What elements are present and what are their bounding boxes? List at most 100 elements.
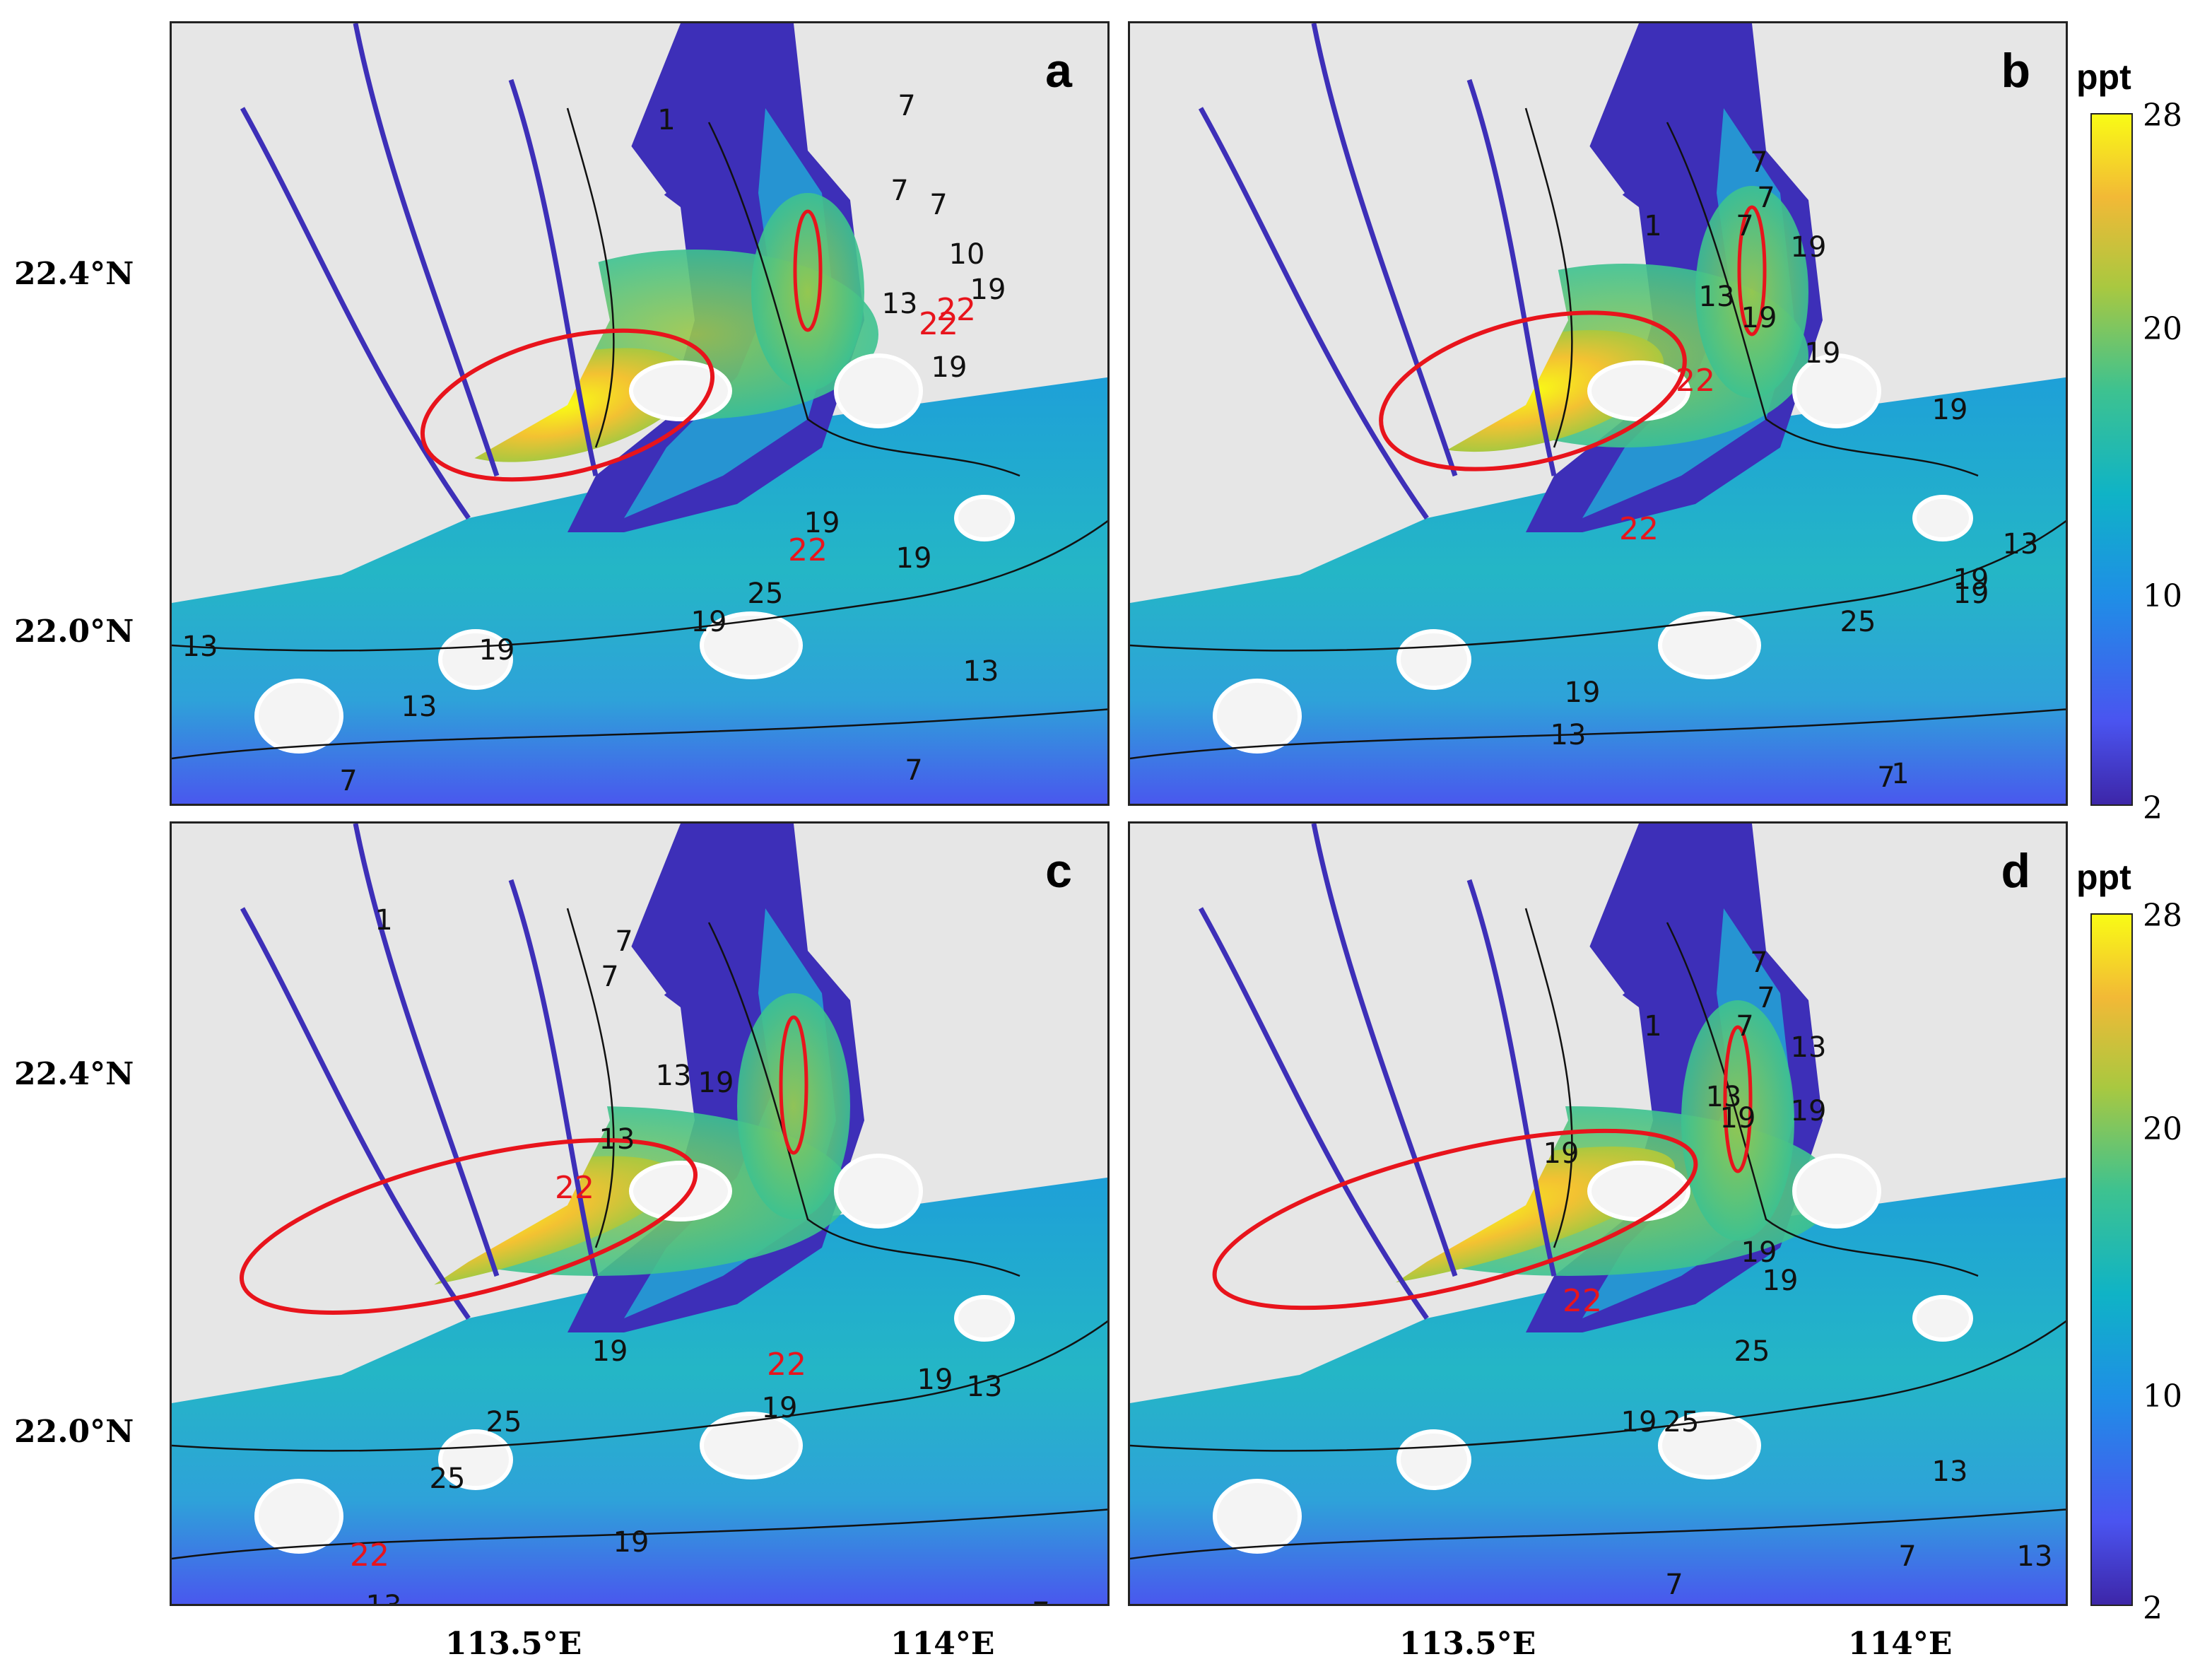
contour-line [172,1508,1107,1560]
map-panel-d: 1 7 7 7 13 13 19 19 19 19 25 25 19 19 13 13 7 7 22 d [1128,821,2068,1606]
contour-line [566,107,615,448]
contour-line [1130,520,2066,652]
contour-label-red: 22 [919,306,958,342]
colorbar-bottom: 28 20 10 2 [2090,898,2182,1627]
land-northeast [864,824,1107,1163]
contour-22-line [1212,1128,1698,1311]
contour-label: 19 [613,1526,649,1559]
contour-label: 1 [1891,758,1909,790]
island-patch [1912,495,1973,541]
island-patch [254,679,343,754]
colorbar-tick-10-b: 10 [2143,1378,2182,1414]
contour-label: 19 [1763,1265,1799,1297]
contour-label: 13 [963,655,999,688]
contour-label: 7 [1757,982,1775,1014]
contour-label: 13 [366,1590,402,1606]
contour-label: 25 [1664,1406,1700,1438]
contour-label: 19 [1791,1095,1827,1127]
river-channel [353,824,500,1277]
contour-22-line [1737,205,1767,336]
contour-label: 7 [1032,1597,1049,1606]
contour-label: 13 [599,1123,635,1156]
island-patch [1912,1295,1973,1342]
colorbar-unit-top: ppt [2076,57,2131,97]
map-panel-c: 177131913191919252519131377222222 c [170,821,1110,1606]
contour-label: 13 [1706,1081,1742,1113]
contour-label: 7 [1877,761,1895,794]
contour-label-red: 22 [788,532,828,568]
contour-label: 7 [1736,210,1753,242]
lat-label-22-0-bottom: 22.0°N [14,1414,134,1450]
contour-label: 7 [890,175,908,207]
island-patch [254,1479,343,1554]
contour-label: 19 [592,1335,628,1368]
contour-22-line [793,209,823,332]
river-channel [1311,23,1458,477]
contour-line [172,1320,1107,1452]
contour-label: 7 [1750,146,1767,179]
contour-line [1130,1320,2066,1452]
island-patch [834,1154,923,1229]
colorbar-tick-2-b: 2 [2143,1590,2163,1627]
land-northeast [1823,23,2066,363]
contour-label: 25 [1734,1335,1770,1368]
contour-label: 13 [2017,1540,2053,1573]
contour-label: 19 [1565,676,1601,709]
map-panel-a: 1 7 7 7 10 19 13 19 19 19 25 19 19 13 13 13 7 7 22 22 22 a [170,21,1110,806]
colorbar-unit-bottom: ppt [2076,857,2131,897]
contour-label: 25 [486,1406,522,1438]
river-channel [240,107,471,520]
contour-line [1524,107,1573,448]
contour-line [172,520,1107,652]
lon-label-114-left: 114°E [890,1626,995,1662]
island-patch [1213,679,1302,754]
contour-label: 19 [1953,563,1989,596]
contour-label-red: 22 [767,1347,806,1383]
map-panel-b: 1 7 7 7 19 13 19 19 19 19 25 19 19 13 13 7 1 22 22 b [1128,21,2068,806]
panel-letter-a: a [1045,44,1072,98]
contour-label-red: 22 [936,292,976,328]
island-patch [954,495,1015,541]
lat-label-22-4-bottom: 22.4°N [14,1056,134,1092]
contour-label: 7 [929,189,947,221]
river-channel [1466,879,1557,1277]
island-patch [1792,353,1881,428]
contour-line [172,708,1107,760]
contour-label: 25 [430,1463,466,1495]
contour-label: 1 [375,904,392,937]
colorbar-tick-20-b: 20 [2143,1111,2182,1147]
land-west [172,23,666,589]
contour-line [1666,122,1979,477]
contour-22-line [1723,1025,1753,1173]
contour-label: 19 [896,542,932,575]
contour-22-line [1379,310,1687,471]
island-patch [1396,1429,1471,1490]
contour-22-line [239,1138,698,1315]
contour-label: 7 [905,754,922,787]
contour-label: 19 [917,1364,953,1396]
lon-label-113-5-left: 113.5°E [445,1626,582,1662]
contour-label: 13 [1699,281,1735,313]
lat-label-22-0-top: 22.0°N [14,614,134,650]
contour-line [1130,708,2066,760]
island-patch [1792,1154,1881,1229]
contour-label: 25 [1840,606,1876,638]
land-northeast [1823,824,2066,1163]
colorbar-top: 28 20 10 2 [2090,98,2182,826]
contour-label: 7 [601,961,618,993]
contour-label: 7 [1898,1540,1916,1573]
island-patch [700,1412,803,1479]
contour-label: 13 [882,288,918,320]
contour-label: 13 [1551,719,1587,751]
contour-label: 19 [698,1067,734,1099]
panel-letter-c: c [1045,844,1072,898]
contour-line [1524,908,1573,1248]
river-channel [1466,78,1557,476]
contour-label: 7 [339,765,357,797]
contour-label: 19 [762,1392,798,1424]
sea-area [1130,1177,2066,1604]
lat-label-22-4-top: 22.4°N [14,256,134,292]
